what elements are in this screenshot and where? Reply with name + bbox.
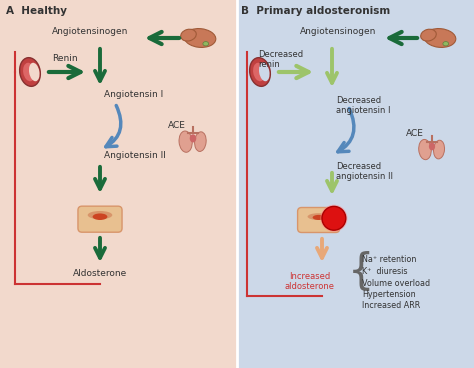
Ellipse shape <box>253 63 265 81</box>
Text: K⁺  diuresis: K⁺ diuresis <box>362 267 408 276</box>
Text: Decreased
angiotensin I: Decreased angiotensin I <box>336 96 391 116</box>
Text: Angiotensin II: Angiotensin II <box>104 151 166 160</box>
Text: Volume overload: Volume overload <box>362 279 430 287</box>
Ellipse shape <box>29 63 39 81</box>
Bar <box>0 0 237 368</box>
Text: ACE: ACE <box>406 129 424 138</box>
Ellipse shape <box>179 131 192 152</box>
Ellipse shape <box>88 211 112 219</box>
Ellipse shape <box>434 140 445 159</box>
Text: Hypertension: Hypertension <box>362 290 416 299</box>
Text: A  Healthy: A Healthy <box>6 6 67 16</box>
Ellipse shape <box>308 213 329 220</box>
Ellipse shape <box>421 29 436 41</box>
Text: B  Primary aldosteronism: B Primary aldosteronism <box>241 6 390 16</box>
Circle shape <box>320 205 347 232</box>
Ellipse shape <box>181 29 196 41</box>
Ellipse shape <box>259 63 270 81</box>
Ellipse shape <box>195 132 206 152</box>
Text: Angiotensinogen: Angiotensinogen <box>300 28 376 36</box>
Ellipse shape <box>429 142 435 151</box>
Ellipse shape <box>23 63 35 81</box>
Text: Increased
aldosterone: Increased aldosterone <box>285 272 335 291</box>
Text: Renin: Renin <box>52 54 78 63</box>
Text: Angiotensinogen: Angiotensinogen <box>52 28 128 36</box>
Ellipse shape <box>203 42 209 46</box>
Ellipse shape <box>190 134 196 142</box>
Ellipse shape <box>19 58 40 86</box>
Text: Decreased
renin: Decreased renin <box>258 50 303 70</box>
Ellipse shape <box>443 42 448 46</box>
FancyBboxPatch shape <box>78 206 122 232</box>
Circle shape <box>322 206 346 230</box>
Text: Increased ARR: Increased ARR <box>362 301 420 311</box>
Text: Angiotensin I: Angiotensin I <box>104 90 163 99</box>
Text: Na⁺ retention: Na⁺ retention <box>362 255 416 265</box>
Ellipse shape <box>419 139 431 160</box>
Ellipse shape <box>92 213 108 220</box>
Bar <box>237 0 474 368</box>
Ellipse shape <box>424 29 456 47</box>
Ellipse shape <box>184 29 216 47</box>
Ellipse shape <box>250 58 270 86</box>
Text: ACE: ACE <box>168 121 186 130</box>
Text: {: { <box>348 251 374 293</box>
FancyBboxPatch shape <box>298 208 339 233</box>
Ellipse shape <box>313 215 325 220</box>
Text: Aldosterone: Aldosterone <box>73 269 127 279</box>
Text: Decreased
angiotensin II: Decreased angiotensin II <box>336 162 393 181</box>
